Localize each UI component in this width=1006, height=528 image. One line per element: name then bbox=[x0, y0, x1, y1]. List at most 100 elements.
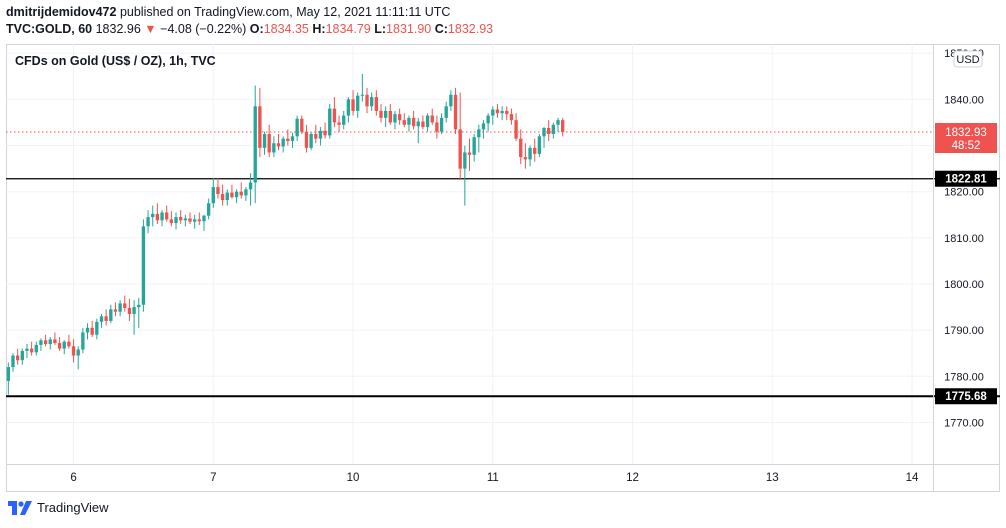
candle-body-up bbox=[85, 327, 90, 333]
candle-body-up bbox=[328, 108, 332, 136]
candle-body-up bbox=[62, 341, 66, 349]
candle-body-down bbox=[197, 219, 201, 222]
candle-body-down bbox=[402, 120, 406, 125]
candle-body-down bbox=[53, 339, 57, 344]
chart-frame bbox=[6, 44, 1000, 492]
price-tick-label: 1770.00 bbox=[944, 417, 984, 429]
high-value: 1834.79 bbox=[325, 22, 371, 36]
horizontal-levels bbox=[6, 131, 1000, 398]
candle-body-down bbox=[411, 117, 416, 127]
candle-body-down bbox=[188, 218, 192, 222]
level-price-tag bbox=[935, 170, 997, 187]
candle-body-up bbox=[556, 120, 560, 125]
candle-body-up bbox=[183, 218, 188, 221]
candle-body-up bbox=[253, 106, 257, 183]
candle-body-up bbox=[491, 109, 495, 116]
tradingview-logo-icon[interactable] bbox=[8, 500, 32, 515]
price-axis[interactable]: 1770.00 1780.00 1790.00 1800.00 1810.00 1820.… bbox=[944, 48, 984, 429]
change-down-arrow-icon: ▼ bbox=[144, 22, 157, 36]
candle-body-down bbox=[430, 115, 434, 123]
candle-body-down bbox=[514, 120, 518, 139]
candle-body-up bbox=[202, 215, 206, 222]
candle-body-up bbox=[192, 219, 197, 222]
candle-body-up bbox=[537, 136, 542, 154]
candle-body-down bbox=[71, 346, 76, 356]
candle-body-up bbox=[486, 115, 490, 124]
candle-body-up bbox=[318, 130, 323, 139]
candle-body-down bbox=[57, 343, 62, 349]
currency-badge[interactable] bbox=[953, 50, 983, 68]
candle-body-up bbox=[295, 118, 299, 137]
candle-body-up bbox=[118, 303, 122, 312]
candle-body-down bbox=[397, 114, 402, 121]
candle-body-up bbox=[48, 339, 52, 344]
candle-body-down bbox=[104, 316, 108, 321]
candle-body-down bbox=[495, 109, 500, 114]
high-label: H: bbox=[312, 22, 326, 36]
symbol-label: TVC:GOLD, 60 bbox=[6, 22, 93, 36]
candle-body-up bbox=[528, 147, 532, 160]
candle-body-down bbox=[165, 212, 169, 220]
candle-body-down bbox=[337, 122, 341, 125]
candle-body-down bbox=[467, 152, 472, 155]
candle-body-up bbox=[439, 117, 444, 132]
candle-body-up bbox=[76, 349, 80, 356]
candle-body-down bbox=[547, 128, 551, 134]
currency-label: USD bbox=[956, 54, 979, 66]
price-tick-label: 1810.00 bbox=[944, 233, 984, 245]
candle-body-down bbox=[29, 348, 34, 353]
chart-container[interactable]: 1770.00 1780.00 1790.00 1800.00 1810.00 1820.… bbox=[6, 44, 1000, 492]
candle-body-up bbox=[146, 217, 150, 227]
candle-body-up bbox=[34, 344, 38, 353]
publish-line: dmitrijdemidov472 published on TradingVi… bbox=[6, 4, 493, 21]
candle-body-down bbox=[509, 114, 514, 121]
candle-body-down bbox=[560, 120, 565, 133]
candle-body-down bbox=[169, 219, 174, 224]
candle-body-up bbox=[369, 97, 374, 107]
close-value: 1832.93 bbox=[447, 22, 494, 36]
candle-body-up bbox=[477, 129, 481, 138]
open-value: 1834.35 bbox=[263, 22, 309, 36]
footer: TradingView bbox=[8, 500, 109, 515]
author-name[interactable]: dmitrijdemidov472 bbox=[6, 5, 117, 19]
candle-body-up bbox=[356, 95, 360, 111]
candle-body-up bbox=[281, 138, 285, 147]
candle-body-up bbox=[393, 114, 397, 123]
candle-body-down bbox=[267, 134, 271, 153]
candle-body-down bbox=[314, 134, 318, 139]
candle-body-up bbox=[160, 212, 164, 221]
candle-body-down bbox=[123, 303, 127, 308]
candle-body-down bbox=[388, 110, 392, 123]
candle-body-down bbox=[127, 308, 132, 314]
candle-body-down bbox=[239, 191, 243, 196]
candle-body-down bbox=[458, 129, 462, 169]
time-tick-label: 12 bbox=[626, 472, 639, 484]
candle-body-down bbox=[374, 97, 379, 111]
chart-header: dmitrijdemidov472 published on TradingVi… bbox=[6, 4, 493, 38]
candle-body-up bbox=[141, 226, 146, 305]
candle-body-down bbox=[421, 121, 425, 128]
candle-body-up bbox=[25, 348, 29, 351]
candle-body-down bbox=[519, 138, 523, 158]
candle-body-up bbox=[500, 110, 504, 114]
brand-name[interactable]: TradingView bbox=[37, 500, 109, 515]
candle-body-down bbox=[230, 192, 234, 198]
candle-body-up bbox=[290, 136, 295, 141]
candle-body-up bbox=[407, 117, 411, 125]
candle-body-up bbox=[346, 99, 351, 116]
candle-body-down bbox=[67, 341, 71, 347]
candle-body-down bbox=[304, 131, 309, 148]
price-change: −4.08 (−0.22%) bbox=[160, 22, 247, 36]
time-tick-label: 7 bbox=[210, 472, 216, 484]
candle-body-down bbox=[113, 309, 118, 312]
candle-body-up bbox=[472, 137, 476, 155]
price-tick-label: 1840.00 bbox=[944, 94, 984, 106]
time-axis[interactable]: 6 7 10 11 12 13 14 bbox=[70, 472, 919, 484]
candle-body-up bbox=[174, 217, 178, 224]
candle-body-up bbox=[481, 123, 486, 130]
candlestick-chart[interactable]: 1770.00 1780.00 1790.00 1800.00 1810.00 1820.… bbox=[6, 44, 1000, 492]
time-tick-label: 10 bbox=[347, 472, 360, 484]
candle-body-up bbox=[234, 191, 239, 198]
candle-body-up bbox=[11, 355, 15, 368]
candle-body-down bbox=[220, 194, 225, 200]
